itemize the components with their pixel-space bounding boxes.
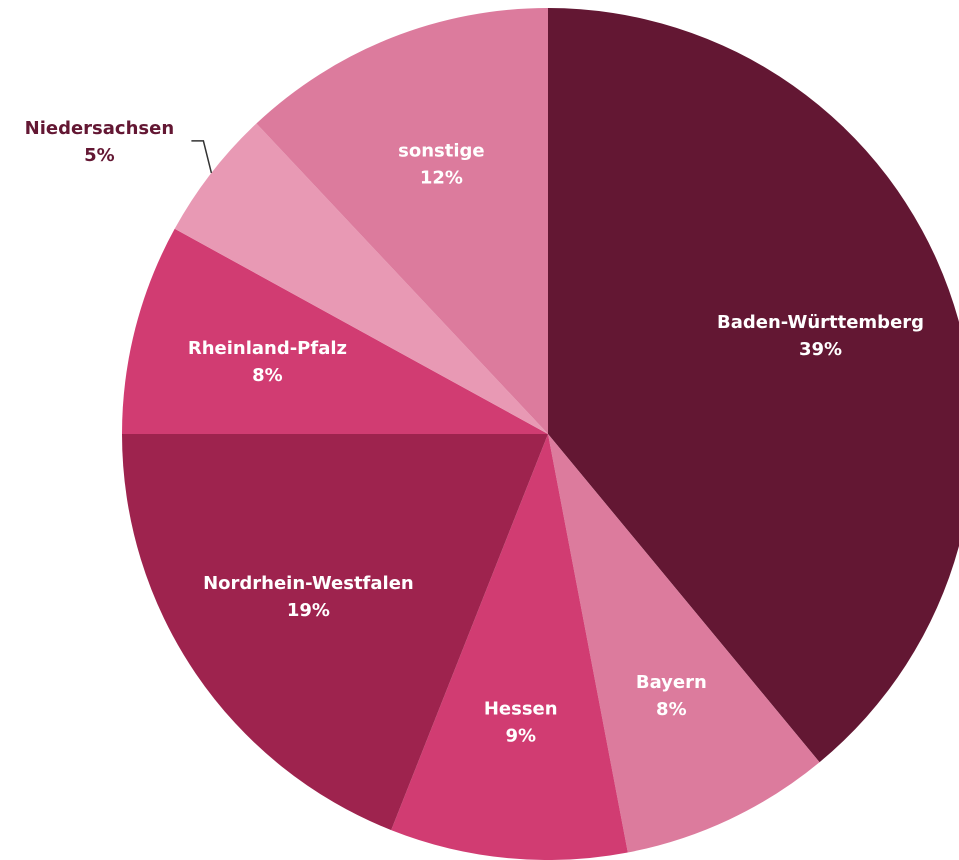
slice-label: Rheinland-Pfalz	[188, 338, 347, 359]
slice-value-label: 9%	[505, 725, 536, 746]
slice-label: Baden-Württemberg	[717, 312, 924, 333]
slice-label: sonstige	[398, 141, 484, 162]
slice-value-label: 8%	[656, 699, 687, 720]
slice-label: Hessen	[484, 698, 558, 719]
slice-label: Nordrhein-Westfalen	[203, 573, 414, 594]
slice-label: Bayern	[636, 672, 707, 693]
pie-slice	[548, 434, 820, 853]
pie-slice	[122, 434, 548, 831]
pie-slice	[122, 228, 548, 434]
pie-slice	[391, 434, 628, 860]
slice-label: Niedersachsen	[25, 118, 175, 139]
leader-line	[191, 140, 213, 174]
pie-slice	[548, 8, 959, 763]
slice-value-label: 39%	[799, 339, 842, 360]
pie-slice	[174, 123, 548, 435]
slice-value-label: 8%	[252, 365, 283, 386]
slice-value-label: 19%	[287, 600, 330, 621]
slice-value-label: 5%	[84, 145, 115, 166]
pie-slice	[256, 8, 548, 434]
slice-value-label: 12%	[420, 168, 463, 189]
